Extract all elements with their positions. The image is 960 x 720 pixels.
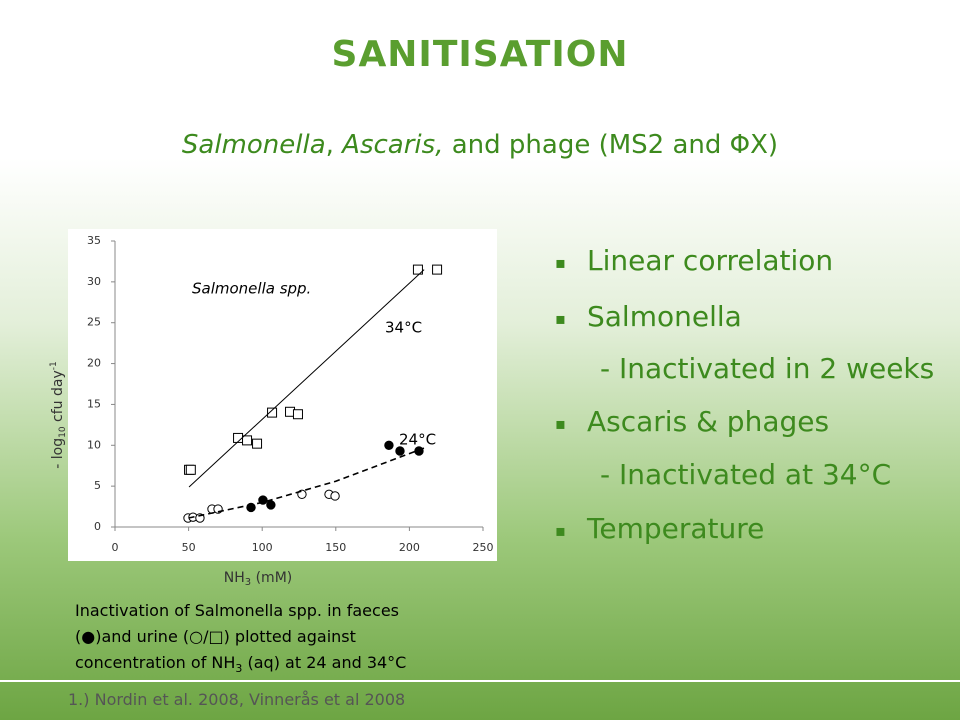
bullet: ▪ Ascaris & phages bbox=[555, 405, 829, 438]
divider bbox=[0, 680, 960, 682]
y-label-part: 10 bbox=[58, 426, 68, 438]
x-tick-label: 50 bbox=[182, 541, 196, 554]
slide-title: SANITISATION bbox=[331, 34, 629, 75]
bullet: - Inactivated in 2 weeks bbox=[600, 352, 934, 385]
annotation: 34°C bbox=[385, 319, 422, 337]
x-tick-label: 150 bbox=[325, 541, 346, 554]
x-tick-label: 250 bbox=[473, 541, 494, 554]
bullet-marker: ▪ bbox=[555, 308, 566, 328]
point bbox=[267, 407, 278, 418]
bullet: ▪ Temperature bbox=[555, 512, 764, 545]
y-label-part: -1 bbox=[49, 361, 59, 370]
caption-line: concentration of NH3 (aq) at 24 and 34°C bbox=[75, 650, 406, 682]
x-tick-label: 200 bbox=[399, 541, 420, 554]
bullet-text: Temperature bbox=[587, 512, 765, 545]
point bbox=[330, 491, 340, 501]
bullet: - Inactivated at 34°C bbox=[600, 458, 891, 491]
chart-background bbox=[68, 229, 497, 561]
x-tick-label: 0 bbox=[112, 541, 119, 554]
bullet: ▪ Linear correlation bbox=[555, 244, 833, 277]
x-label-part: 3 bbox=[245, 577, 251, 588]
caption-part: (aq) at 24 and 34°C bbox=[242, 653, 407, 672]
bullet-text: - Inactivated at 34°C bbox=[600, 458, 892, 491]
x-label-part: NH bbox=[224, 570, 245, 586]
y-tick-label: 5 bbox=[94, 479, 101, 492]
y-tick-label: 10 bbox=[87, 438, 101, 451]
bullet-marker: ▪ bbox=[555, 413, 566, 433]
point bbox=[252, 438, 263, 449]
y-label-part: - log bbox=[50, 438, 66, 469]
footer: 1.) Nordin et al. 2008, Vinnerås et al 2… bbox=[68, 690, 406, 709]
x-tick-label: 100 bbox=[252, 541, 273, 554]
bullet-marker: ▪ bbox=[555, 252, 566, 272]
point bbox=[384, 440, 394, 450]
bullet-text: Linear correlation bbox=[587, 244, 834, 277]
caption-part: concentration of NH bbox=[75, 653, 236, 672]
subtitle-part: , bbox=[325, 130, 343, 160]
point bbox=[242, 435, 253, 446]
y-tick-label: 0 bbox=[94, 520, 101, 533]
trend-line bbox=[188, 446, 426, 519]
bullet-marker: ▪ bbox=[555, 520, 566, 540]
caption-line: (●)and urine (○/□) plotted against bbox=[75, 624, 406, 650]
subtitle-part: Ascaris, bbox=[342, 130, 444, 160]
bullet-text: Ascaris & phages bbox=[587, 405, 830, 438]
y-tick-label: 20 bbox=[87, 357, 101, 370]
bullet-text: - Inactivated in 2 weeks bbox=[600, 352, 935, 385]
caption-part: (●)and urine (○/□) plotted against bbox=[75, 627, 356, 646]
subtitle-part: and phage (MS2 and ΦX) bbox=[443, 130, 779, 160]
point bbox=[266, 500, 276, 510]
trend-line bbox=[188, 269, 425, 488]
x-label-part: (mM) bbox=[251, 570, 292, 586]
y-label-part: cfu day bbox=[50, 370, 66, 426]
caption-line: Inactivation of Salmonella spp. in faece… bbox=[75, 598, 406, 624]
y-tick-label: 15 bbox=[87, 397, 101, 410]
y-axis-label: - log10 cfu day-1 bbox=[49, 361, 68, 468]
point bbox=[292, 409, 303, 420]
bullet-text: Salmonella bbox=[587, 300, 742, 333]
caption-part: 3 bbox=[235, 662, 243, 676]
point bbox=[185, 464, 196, 475]
annotation: 24°C bbox=[399, 431, 436, 449]
y-tick-label: 35 bbox=[87, 234, 101, 247]
point bbox=[395, 446, 405, 456]
bullet: ▪ Salmonella bbox=[555, 300, 742, 333]
point bbox=[432, 264, 443, 275]
caption-part: Inactivation of Salmonella spp. in faece… bbox=[75, 601, 399, 620]
caption: Inactivation of Salmonella spp. in faece… bbox=[75, 598, 406, 682]
y-tick-label: 25 bbox=[87, 316, 101, 329]
point bbox=[412, 264, 423, 275]
x-axis-label: NH3 (mM) bbox=[224, 570, 292, 588]
subtitle: Salmonella, Ascaris, and phage (MS2 and … bbox=[0, 130, 960, 160]
y-tick-label: 30 bbox=[87, 275, 101, 288]
subtitle-part: Salmonella bbox=[181, 130, 326, 160]
annotation: Salmonella spp. bbox=[192, 280, 311, 298]
